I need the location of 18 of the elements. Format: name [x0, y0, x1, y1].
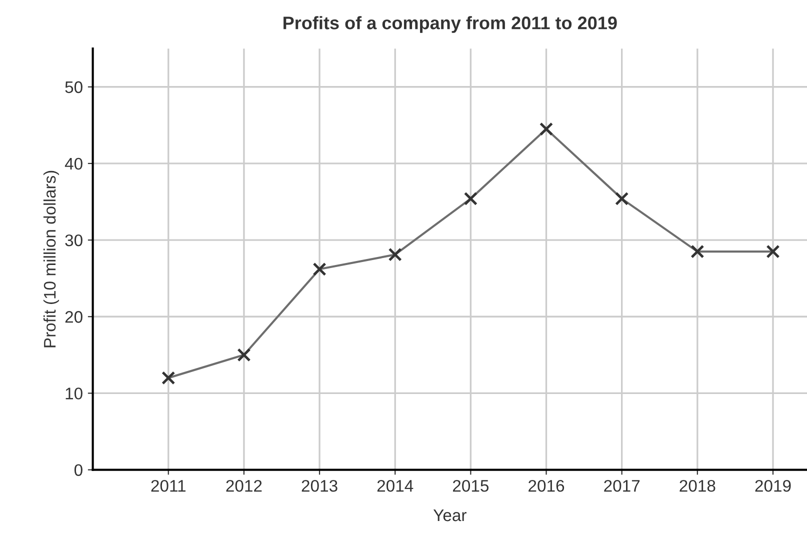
- x-tick-label: 2015: [452, 480, 489, 492]
- x-tick-label: 2016: [528, 480, 564, 492]
- x-axis-title: Year: [433, 510, 466, 522]
- y-tick-label: 0: [74, 464, 82, 476]
- y-tick-label: 30: [65, 234, 82, 246]
- x-tick-label: 2012: [226, 480, 262, 492]
- x-tick-label: 2017: [604, 480, 640, 492]
- x-tick-label: 2013: [302, 480, 338, 492]
- x-tick-label: 2011: [151, 480, 186, 492]
- y-axis-title: Profit (10 million dollars): [43, 170, 59, 348]
- x-tick-label: 2018: [680, 480, 716, 492]
- y-tick-label: 20: [65, 311, 82, 323]
- y-tick-label: 10: [66, 388, 82, 400]
- y-tick-label: 40: [64, 158, 82, 170]
- y-tick-label: 50: [65, 81, 82, 94]
- x-tick-label: 2014: [377, 480, 414, 492]
- chart-title: Profits of a company from 2011 to 2019: [284, 16, 617, 33]
- x-tick-label: 2019: [755, 480, 791, 492]
